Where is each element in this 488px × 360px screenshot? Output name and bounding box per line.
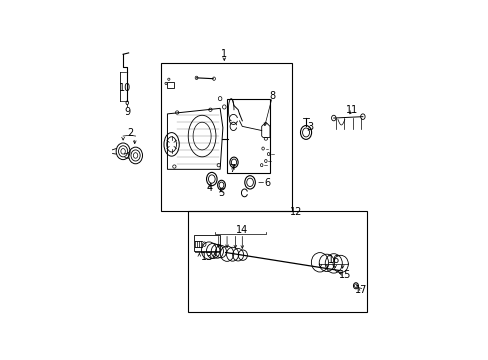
- Text: 13: 13: [200, 252, 212, 262]
- Text: 9: 9: [124, 108, 130, 117]
- Text: 12: 12: [289, 207, 302, 217]
- Text: 16: 16: [327, 255, 339, 265]
- Text: 7: 7: [229, 164, 235, 174]
- Bar: [160, 63, 292, 211]
- Bar: [167, 82, 174, 87]
- Bar: [188, 211, 366, 312]
- Text: 5: 5: [217, 188, 224, 198]
- Text: 6: 6: [264, 177, 269, 188]
- Bar: [193, 235, 220, 251]
- Text: 4: 4: [206, 184, 212, 193]
- Text: 15: 15: [338, 270, 350, 280]
- Text: 8: 8: [269, 91, 275, 101]
- Text: 17: 17: [355, 285, 367, 296]
- Text: 3: 3: [306, 122, 313, 132]
- Text: 10: 10: [119, 82, 131, 93]
- Text: 2: 2: [127, 128, 133, 138]
- Text: 14: 14: [235, 225, 247, 235]
- Text: 1: 1: [221, 49, 227, 59]
- Bar: [226, 99, 269, 174]
- Text: 11: 11: [345, 105, 357, 115]
